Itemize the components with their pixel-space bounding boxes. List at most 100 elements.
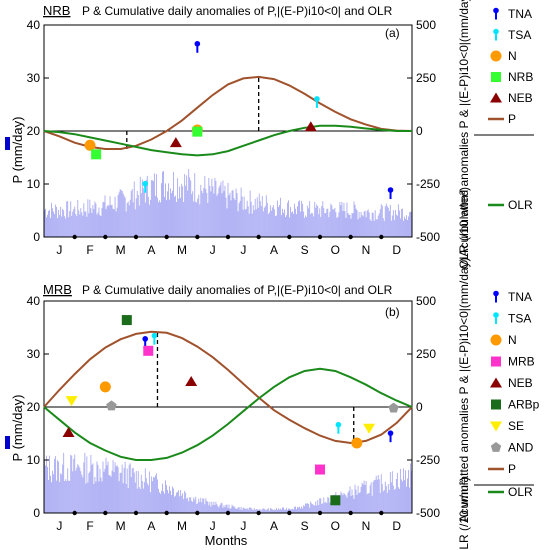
legend-label-tna: TNA — [508, 290, 532, 304]
x-axis-label: Months — [205, 533, 248, 548]
x-tick-label: J — [56, 243, 62, 257]
legend: TNA TSA N NRB NEB P OLR — [474, 7, 534, 212]
x-tick-label: J — [56, 519, 62, 533]
pin-head — [387, 430, 394, 436]
marker-neb — [185, 376, 198, 387]
pin-head — [387, 187, 394, 193]
x-tick-dot — [317, 510, 323, 516]
left-axis-label: P (mm/day) — [10, 117, 25, 184]
left-tick-label: 10 — [27, 453, 41, 467]
legend-swatch-mrb — [491, 356, 501, 367]
right-tick-label: -250 — [416, 453, 440, 467]
legend-label-nrb: NRB — [508, 70, 533, 84]
x-tick-label: F — [86, 519, 93, 533]
legend-label-se: SE — [508, 419, 524, 433]
x-tick-dot — [72, 234, 77, 240]
left-axis-bar-swatch — [5, 137, 10, 150]
marker-neb — [304, 121, 317, 132]
legend-label-mrb: MRB — [508, 355, 535, 369]
x-tick-dot — [225, 510, 231, 516]
pin-head — [194, 40, 201, 47]
legend-swatch-nrb — [491, 72, 501, 82]
right-axis-label: Acumulatted anomalies P & |(E-P)i10<0|(m… — [457, 0, 471, 257]
series-line-p — [43, 75, 413, 150]
x-tick-dot — [164, 234, 169, 240]
marker-tna — [194, 40, 201, 53]
x-tick-dot — [103, 510, 108, 516]
marker-n — [84, 139, 96, 151]
left-tick-label: 30 — [27, 71, 41, 85]
marker-neb — [169, 137, 182, 148]
legend-label-n: N — [508, 49, 517, 63]
marker-n — [99, 381, 111, 393]
legend-swatch-se — [490, 421, 502, 432]
x-tick-dot — [195, 510, 200, 516]
legend-label-p: P — [508, 462, 516, 476]
legend-swatch-neb — [490, 92, 502, 103]
legend-swatch-n — [490, 334, 502, 346]
right-tick-label: 0 — [416, 124, 423, 138]
left-axis-bar-swatch — [5, 436, 10, 449]
legend-label-n: N — [508, 333, 517, 347]
panel-title: P & Cumulative daily anomalies of P,|(E-… — [82, 4, 393, 18]
x-tick-label: J — [240, 519, 246, 533]
marker-nrb — [91, 149, 102, 160]
x-tick-dot — [195, 234, 200, 240]
legend-swatch-tsa — [493, 312, 499, 324]
marker-tsa — [142, 180, 148, 193]
left-tick-label: 0 — [33, 506, 40, 520]
marker-mrb — [315, 464, 325, 475]
legend-swatch-n — [490, 50, 502, 62]
marker-neb — [62, 426, 75, 437]
x-tick-label: A — [270, 243, 278, 257]
legend-swatch-and — [490, 442, 502, 452]
panel-b: MRB P & Cumulative daily anomalies of P,… — [5, 257, 540, 550]
marker-tna — [387, 187, 394, 200]
right-tick-label: 250 — [416, 347, 436, 361]
right-tick-label: -250 — [416, 177, 440, 191]
left-tick-label: 20 — [27, 400, 41, 414]
x-tick-dot — [72, 510, 77, 516]
pin-head — [142, 180, 148, 187]
pin-head — [151, 332, 158, 339]
legend-label-olr: OLR — [508, 485, 533, 499]
legend: TNA TSA N MRB NEB ARBp SE AND P OLR — [474, 290, 540, 499]
marker-tna — [387, 430, 394, 443]
pin-head — [335, 421, 342, 428]
x-tick-dot — [256, 234, 261, 240]
precipitation-bars — [44, 452, 412, 513]
left-tick-label: 30 — [27, 347, 41, 361]
right-tick-label: -500 — [416, 506, 440, 520]
x-tick-dot — [379, 510, 384, 516]
x-tick-dot — [287, 234, 292, 240]
legend-label-neb: NEB — [508, 91, 533, 105]
marker-tsa — [335, 421, 342, 434]
x-tick-dot — [317, 234, 323, 240]
x-tick-label: J — [240, 243, 246, 257]
x-tick-label: M — [116, 519, 126, 533]
region-label: NRB — [43, 3, 70, 18]
right-tick-label: 0 — [416, 400, 423, 414]
x-tick-dot — [287, 510, 292, 516]
x-tick-label: A — [147, 519, 155, 533]
right-tick-label: 250 — [416, 71, 436, 85]
left-axis-label: P (mm/day) — [10, 395, 25, 462]
marker-n — [351, 437, 363, 449]
x-tick-dot — [256, 510, 261, 516]
marker-arbp — [330, 495, 341, 506]
right-axis-label-2: OLR (/10 w/m²) — [457, 187, 471, 269]
right-tick-label: -500 — [416, 230, 440, 244]
x-tick-label: M — [177, 519, 187, 533]
x-tick-label: M — [177, 243, 187, 257]
legend-label-tsa: TSA — [508, 312, 531, 326]
legend-label-arbp: ARBp — [508, 398, 540, 412]
marker-and — [388, 402, 399, 413]
x-tick-label: N — [362, 519, 371, 533]
marker-se — [65, 396, 78, 407]
precipitation-bars — [44, 169, 412, 237]
x-tick-label: N — [362, 243, 371, 257]
x-tick-dot — [225, 234, 231, 240]
x-tick-label: O — [331, 243, 340, 257]
x-tick-dot — [379, 234, 384, 240]
